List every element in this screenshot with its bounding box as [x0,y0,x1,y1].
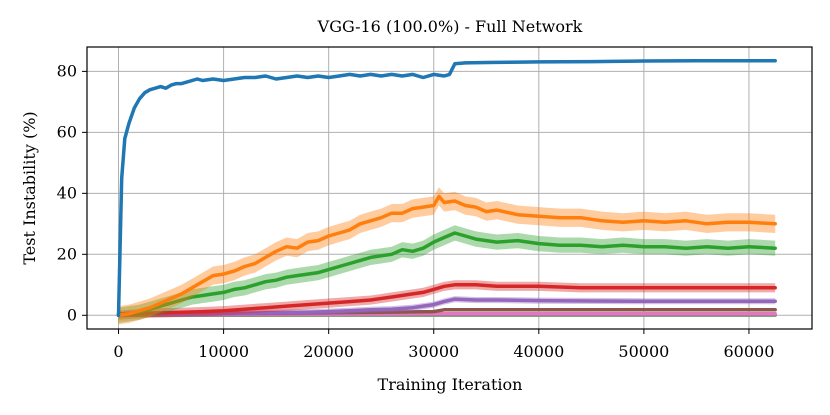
series-group [116,58,777,325]
tick-group: 0 10000 20000 30000 40000 50000 60000 0 20 40 60 80 [57,61,775,361]
series-4-band [118,280,776,320]
plot-frame [86,46,813,330]
y-tick-label: 60 [57,122,77,141]
x-tick-label: 50000 [618,342,669,361]
grid [87,47,812,329]
x-tick-label: 30000 [408,342,459,361]
x-tick-label: 0 [113,342,123,361]
series-4-line [116,283,777,318]
x-tick-label: 20000 [303,342,354,361]
y-axis-label: Test Instability (%) [20,111,39,264]
series-3-line [116,231,777,318]
x-tick-label: 10000 [198,342,249,361]
x-tick-label: 60000 [724,342,775,361]
chart-title: VGG-16 (100.0%) - Full Network [317,17,583,36]
series-3-band [118,225,776,323]
y-tick-label: 0 [67,305,77,324]
y-tick-label: 20 [57,244,77,263]
y-tick-label: 80 [57,61,77,80]
x-tick-label: 40000 [513,342,564,361]
series-1-line [116,58,777,318]
series-2-line [116,194,777,318]
y-tick-label: 40 [57,183,77,202]
series-5-line [116,297,777,318]
x-axis-label: Training Iteration [378,375,523,394]
